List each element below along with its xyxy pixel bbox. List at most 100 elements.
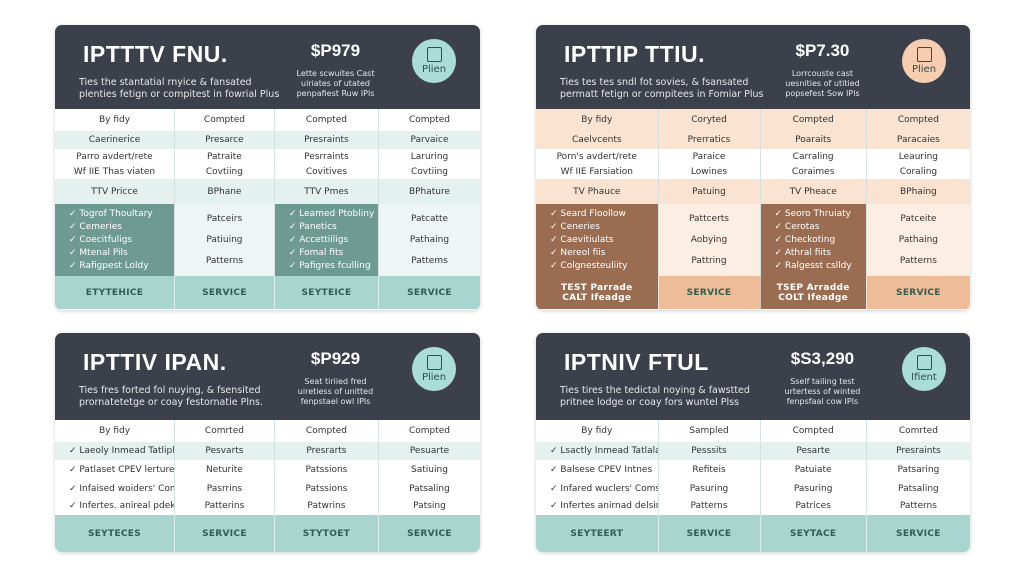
footer-label: TEST Parrade [560,282,633,293]
plan-subtitle: Ties fres forted fol nuying, & fsensited [79,385,261,396]
feature-item: Lsactly Inmead Tatlalats [550,446,657,456]
feature-item: Infaised woiders' Comsat loggi options [69,484,174,494]
feature-item: Ceneries [550,222,600,232]
table-cell: Comrted [865,420,970,442]
table-cell: Patraite [174,149,274,164]
table-cell: Covtiing [174,164,274,179]
table-row: Wf IIE Thas viaten Covtiing Covitives Covti… [55,164,480,179]
table-row: TTV Pricce BPhane TTV Pmes BPhature [55,179,480,204]
table-row: Caelvcents Prerratics Poaraits Paracaies [536,131,970,149]
footer-cell: STYTOET [273,515,378,552]
table-cell: Carraling [759,149,866,164]
table-cell: Pasuring [657,480,760,497]
table-cell: Compted [378,109,480,131]
table-cell: Compted [378,420,480,442]
table-cell: Patwrins [273,497,378,515]
table-cell: Leauring [865,149,970,164]
plan-badge: Ifient [902,347,946,391]
table-head: By fidy Coryted Compted Compted [536,109,970,131]
footer-cell: SERVICE [174,276,274,309]
table-cell: Patlaset CPEV lertures [55,460,174,480]
table-row: Infertes. anireal pdekto rengtationsPatt… [55,497,480,515]
card-footer: TEST Parrade CALT Ifeadge SERVICE TSEP Arra… [536,276,970,309]
table-cell: Poaraits [759,131,866,149]
price-note: penpafiest Ruw IPls [296,89,375,98]
feature-item: Pattring [691,256,727,267]
plan-badge: Plien [412,39,456,83]
table-cell: Presraints [865,442,970,460]
card-footer: SEYTECES SERVICE STYTOET SERVICE [55,515,480,552]
table-cell: Coraimes [759,164,866,179]
plan-price: $P929 [310,349,361,368]
table-cell: Patrices [759,497,866,515]
table-cell: Balsese CPEV Intnes [536,460,658,480]
table-row: Patlaset CPEV lerturesNeturitePatssionsS… [55,460,480,480]
table-row: Infertes anirnad delsins rengtationsPatt… [536,497,970,515]
plan-subtitle: permatt fetign or compitees in Fomiar Pl… [560,89,764,100]
feature-item: Cerotas [775,222,820,232]
plan-price: $S3,290 [790,349,855,368]
feature-item: Patcatte [410,213,449,224]
plan-title: IPTTTV FNU. [83,41,228,67]
feature-block: Togrof Thoultary Cemeries Coecitfuligs Mten… [55,204,480,276]
table-cell: TTV Pricce [91,186,138,197]
table-row: Wf IIE Farsiation Lowines Coraimes Coraling [536,164,970,179]
feature-item: Patiuing [206,234,243,245]
plan-price: $P979 [310,41,361,60]
table-cell: Coraling [865,164,970,179]
feature-item: Infertes anirnad delsins rengtations [550,501,657,511]
table-cell: Compted [174,109,274,131]
table-cell: Laruring [378,149,480,164]
table-cell: Caelvcents [571,135,622,145]
footer-label: STYTOET [302,528,351,539]
table-cell: By fidy [581,426,613,436]
feature-item: Colgnesteuliity [550,261,627,271]
price-note: uiretiess of unitted [297,387,374,396]
table-cell: Covitives [273,164,378,179]
feature-column: Pattcerts Aobying Pattring [657,204,760,276]
table-cell: Comrted [174,420,274,442]
footer-cell: SERVICE [865,515,970,552]
footer-label: CALT Ifeadge [562,292,632,303]
footer-cell: SERVICE [378,276,480,309]
footer-label: SERVICE [686,287,732,298]
table-cell: Sampled [657,420,760,442]
card-footer: SEYTEERT SERVICE SEYTACE SERVICE [536,515,970,552]
price-note: Sself tailing test [790,377,855,386]
price-note: Seat tiriied fred [304,377,367,386]
table-row: Laeoly Inmead TatliplorsPesvartsPresrart… [55,442,480,460]
table-cell: Prerratics [657,131,760,149]
footer-label: ETYTEHICE [85,287,144,298]
feature-item: Infertes. anireal pdekto rengtations [69,501,174,511]
feature-item: Coecitfuligs [69,235,132,245]
feature-column: Seoro Thruiaty Cerotas Checkoting Athral fi… [759,204,866,276]
feature-column: Seard Floollow Ceneries Caevitiulats Nereol… [536,204,658,276]
table-head: By fidy Sampled Compted Comrted [536,420,970,442]
table-cell: Laeoly Inmead Tatliplors [55,442,174,460]
table-cell: Neturite [174,460,274,480]
table-cell: Patsaling [865,480,970,497]
table-cell: Infared wuclers' Comsct logd optons [536,480,657,497]
plan-subtitle: plenties fetign or compitest in fowrial … [79,89,280,100]
feature-item: Caevitiulats [550,235,613,245]
table-cell: Patuing [657,179,760,204]
feature-item: Seoro Thruiaty [775,209,851,219]
plan-badge: Plien [412,347,456,391]
feature-item: Patlaset CPEV lertures [69,465,174,475]
price-note: urtertess of winted [784,387,861,396]
table-head: By fidy Comrted Compted Compted [55,420,480,442]
pricing-card: IPTTIV IPAN. Ties fres forted fol nuying,… [55,333,480,552]
table-cell: BPhaing [865,179,970,204]
feature-item: Athral fiits [775,248,831,258]
feature-item: Patterns [205,256,243,267]
plan-subtitle: Ties the stantatial rnyice & fansated [79,77,252,88]
footer-cell: SEYTEICE [273,276,378,309]
table-cell: Pesssits [657,442,760,460]
footer-label: TSEP Arradde [776,282,850,293]
table-cell: Parvaice [378,131,480,149]
table-cell: Pesuarte [378,442,480,460]
feature-item: Patterns [899,256,937,267]
plan-title: IPTTIP TTIU. [564,41,706,67]
table-cell: Parro avdert/rete [76,151,153,162]
price-note: Lette scwuites Cast [296,69,375,78]
